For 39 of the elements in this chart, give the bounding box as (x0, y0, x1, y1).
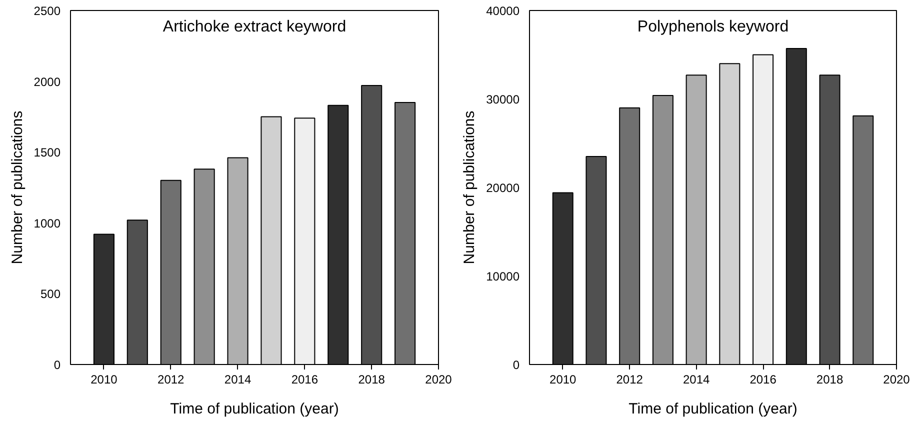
y-tick-label: 0 (512, 358, 520, 372)
y-tick-label: 2000 (34, 74, 61, 89)
x-tick-label: 2020 (425, 372, 452, 386)
bar (328, 104, 349, 364)
bar (586, 156, 607, 364)
x-tick-label: 2012 (616, 372, 644, 386)
x-tick-label: 2018 (816, 372, 844, 386)
text: Artichoke extract keyword (162, 18, 346, 36)
x-tick-label: 2010 (90, 372, 118, 386)
x-tick-label: 2018 (358, 372, 386, 386)
bar (852, 115, 874, 364)
x-axis-title: Time of publication (year) (170, 400, 339, 418)
y-axis-title: Number of publications (8, 110, 26, 264)
text: Polyphenols keyword (637, 18, 789, 36)
bar (260, 116, 282, 364)
x-tick-label: 2014 (224, 372, 252, 386)
bar (786, 48, 807, 364)
bar (194, 168, 215, 364)
bar (652, 94, 674, 364)
x-tick-label: 2014 (682, 372, 710, 386)
y-tick-label: 1000 (34, 216, 61, 230)
bar (126, 220, 148, 364)
y-tick-label: 0 (54, 358, 61, 372)
x-tick-label: 2010 (550, 372, 577, 386)
y-tick-label: 2500 (34, 4, 61, 18)
x-tick-label: 2012 (158, 372, 185, 386)
y-tick-label: 30000 (486, 92, 520, 106)
y-axis-title: Number of publications (461, 110, 478, 264)
y-tick-label: 20000 (486, 181, 520, 195)
y-tick-label: 10000 (486, 270, 520, 284)
x-tick-label: 2016 (750, 372, 777, 386)
y-tick-label: 40000 (486, 4, 520, 18)
y-tick-label: 1500 (34, 146, 61, 160)
bar (394, 102, 416, 364)
x-tick-label: 2020 (883, 372, 910, 386)
y-tick-label: 500 (40, 287, 61, 302)
bar (719, 63, 740, 364)
x-axis-title: Time of publication (year) (628, 400, 798, 418)
x-tick-label: 2016 (291, 372, 318, 386)
